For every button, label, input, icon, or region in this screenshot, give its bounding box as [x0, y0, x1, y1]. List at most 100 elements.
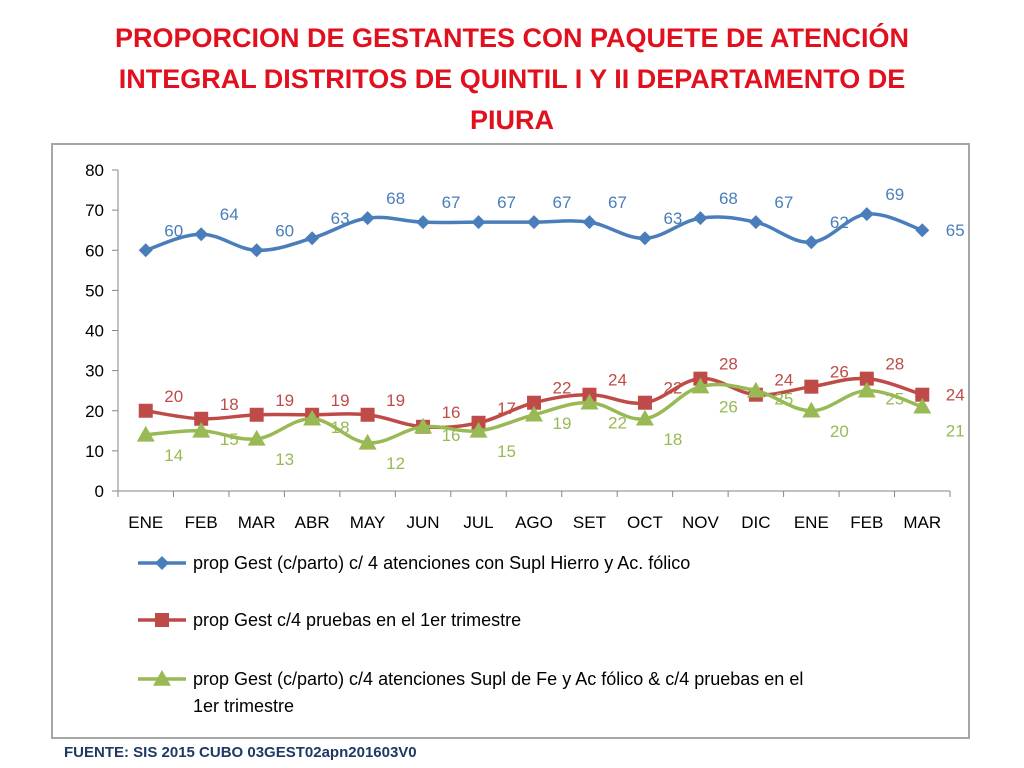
series-3-data-label: 15	[220, 430, 239, 449]
series-1-data-label: 68	[719, 189, 738, 208]
chart-title: PROPORCION DE GESTANTES CON PAQUETE DE A…	[40, 18, 984, 141]
series-3-data-label: 18	[331, 418, 350, 437]
chart-title-line-3: PIURA	[469, 105, 554, 135]
series-3-data-label: 25	[885, 390, 904, 409]
series-1-data-label: 64	[220, 205, 239, 224]
x-tick-label: MAR	[238, 513, 276, 532]
x-tick-label: ENE	[128, 513, 163, 532]
series-1-data-label: 67	[553, 193, 572, 212]
series-1-data-label: 65	[946, 221, 965, 240]
series-1-point	[693, 211, 708, 226]
series-3-point	[136, 425, 155, 442]
series-1-point	[915, 223, 930, 238]
series-3-point	[414, 417, 433, 434]
series-3-point	[525, 405, 543, 422]
series-1-point	[360, 211, 375, 226]
series-3-data-label: 16	[442, 426, 461, 445]
x-tick-label: SET	[573, 513, 606, 532]
series-2-data-label: 19	[275, 391, 294, 410]
series-2-point	[194, 411, 209, 426]
y-tick-label: 40	[85, 322, 104, 341]
x-tick-label: JUN	[407, 513, 440, 532]
series-2-point	[138, 403, 153, 418]
series-1-point	[527, 215, 541, 230]
x-tick-label: ENE	[794, 513, 829, 532]
x-tick-label: FEB	[850, 513, 883, 532]
series-2-data-label: 17	[497, 399, 516, 418]
series-3-point	[857, 381, 876, 398]
series-2-data-label: 19	[386, 391, 405, 410]
series-2-point	[915, 387, 930, 402]
series-2-data-label: 18	[220, 395, 239, 414]
y-tick-label: 50	[85, 281, 104, 300]
series-3-data-label: 22	[608, 414, 627, 433]
series-2-data-label: 26	[830, 363, 849, 382]
series-1-point	[249, 243, 264, 258]
series-2-data-label: 22	[553, 379, 572, 398]
series-1-data-label: 67	[608, 193, 627, 212]
x-tick-label: FEB	[185, 513, 218, 532]
series-3-point	[192, 421, 211, 438]
series-1-point	[637, 231, 652, 246]
y-tick-label: 0	[95, 482, 104, 501]
series-1-data-label: 60	[275, 221, 294, 240]
chart-title-line-1: PROPORCION DE GESTANTES CON PAQUETE DE A…	[114, 23, 910, 53]
series-3-point	[802, 401, 821, 418]
legend-1-label: prop Gest (c/parto) c/ 4 atenciones con …	[193, 553, 690, 573]
series-2-data-label: 22	[663, 379, 682, 398]
series-3-point	[746, 381, 765, 398]
series-1-point	[804, 235, 819, 250]
series-1-point	[582, 215, 597, 230]
legend-1-marker	[155, 556, 169, 570]
legend-2-marker	[155, 613, 169, 627]
x-tick-label: DIC	[741, 513, 770, 532]
series-3-point	[691, 377, 710, 394]
series-3-data-label: 25	[774, 390, 793, 409]
series-1-point	[748, 215, 763, 230]
series-1-data-label: 63	[331, 209, 350, 228]
series-2-data-label: 20	[164, 387, 183, 406]
series-1-data-label: 62	[830, 213, 849, 232]
series-1-data-label: 67	[774, 193, 793, 212]
legend-3-label: 1er trimestre	[193, 696, 294, 716]
x-tick-label: OCT	[627, 513, 663, 532]
series-1-point	[416, 215, 431, 230]
series-3-point	[469, 421, 488, 438]
series-1-point	[138, 243, 153, 258]
series-1-data-label: 68	[386, 189, 405, 208]
series-3-point	[635, 409, 654, 426]
series-3-data-label: 26	[719, 398, 738, 417]
series-3-data-label: 14	[164, 446, 183, 465]
series-2-point	[637, 395, 652, 410]
y-tick-label: 60	[85, 241, 104, 260]
source-note: FUENTE: SIS 2015 CUBO 03GEST02apn201603V…	[64, 744, 417, 761]
series-3-point	[303, 409, 322, 426]
series-3-point	[580, 393, 599, 410]
y-tick-label: 20	[85, 402, 104, 421]
x-tick-label: JUL	[463, 513, 493, 532]
series-2-data-label: 24	[946, 386, 965, 405]
series-3-point	[913, 397, 932, 414]
series-1-point	[194, 227, 209, 242]
series-2-data-label: 28	[885, 355, 904, 374]
series-2-data-label: 19	[331, 391, 350, 410]
series-2-point	[360, 407, 375, 422]
series-2-data-label: 16	[442, 403, 461, 422]
series-3-point	[358, 433, 377, 450]
y-tick-label: 30	[85, 362, 104, 381]
series-2-point	[859, 371, 874, 386]
x-tick-label: MAR	[903, 513, 941, 532]
series-2-data-label: 24	[774, 371, 793, 390]
chart-title-line-2: INTEGRAL DISTRITOS DE QUINTIL I Y II DEP…	[118, 64, 906, 94]
series-1-data-label: 69	[885, 185, 904, 204]
series-2-point	[527, 395, 541, 410]
series-3-data-label: 15	[497, 442, 516, 461]
legend-2-label: prop Gest c/4 pruebas en el 1er trimestr…	[193, 610, 521, 630]
series-2-point	[249, 407, 264, 422]
y-tick-label: 80	[85, 161, 104, 180]
series-1-data-label: 60	[164, 221, 183, 240]
series-3-data-label: 18	[663, 430, 682, 449]
x-tick-label: NOV	[682, 513, 720, 532]
x-tick-label: MAY	[350, 513, 386, 532]
